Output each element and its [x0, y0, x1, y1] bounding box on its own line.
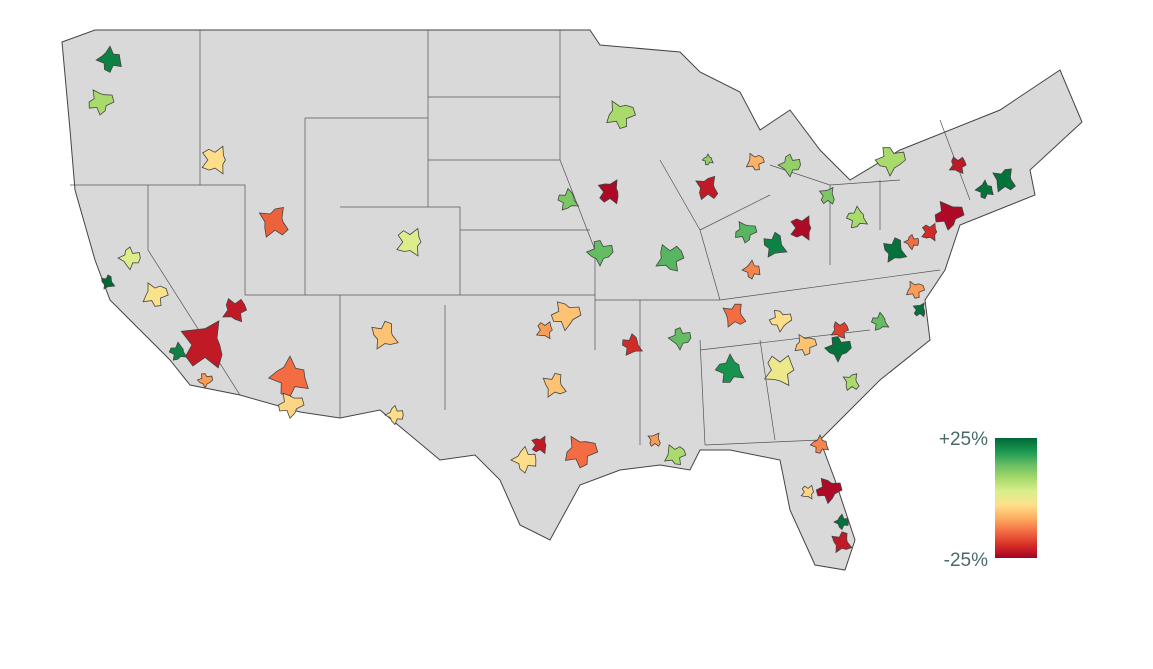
metro-area	[384, 404, 404, 426]
legend-colorbar	[995, 438, 1037, 558]
metro-area	[809, 434, 830, 454]
metro-area	[550, 301, 582, 332]
metro-area	[722, 303, 747, 328]
metro-area	[823, 336, 852, 363]
metro-area	[201, 145, 226, 175]
metro-area	[800, 484, 815, 500]
metro-area	[531, 435, 547, 455]
metro-area	[777, 153, 801, 178]
metro-area	[647, 432, 661, 447]
metro-area	[396, 227, 422, 257]
metro-area	[871, 311, 890, 331]
metro-area	[790, 215, 812, 241]
metro-area	[912, 302, 926, 318]
metro-area	[622, 333, 644, 356]
metro-area	[845, 205, 869, 229]
metro-area	[763, 354, 795, 387]
metro-area	[818, 186, 835, 205]
legend-tick-label: -25%	[944, 550, 988, 571]
metro-area	[180, 320, 223, 369]
metro-area	[88, 89, 115, 116]
metro-area	[667, 327, 692, 351]
metro-area	[768, 309, 793, 333]
metro-area	[95, 45, 122, 73]
metro-area	[597, 179, 619, 205]
metro-area	[557, 187, 580, 211]
metro-area	[196, 373, 214, 389]
metro-area	[565, 435, 599, 469]
metro-area	[606, 100, 636, 129]
metro-area	[267, 355, 309, 398]
metro-area	[735, 220, 758, 244]
metro-area	[542, 373, 567, 398]
metro-area	[117, 246, 141, 271]
metro-area	[714, 353, 745, 383]
metro-area	[992, 168, 1016, 193]
metro-area	[168, 341, 188, 361]
metro-area	[701, 153, 714, 166]
metro-area	[833, 513, 849, 531]
country-outline	[61, 29, 1083, 571]
metro-area	[655, 243, 685, 272]
metro-area	[883, 237, 908, 263]
metro-area	[510, 445, 537, 474]
metro-area	[974, 179, 994, 200]
metro-area	[905, 280, 926, 299]
metro-area	[101, 274, 116, 290]
metro-area	[585, 239, 614, 267]
metro-area	[142, 282, 169, 307]
metro-area	[741, 259, 761, 280]
metro-area	[903, 233, 920, 251]
metro-area	[934, 200, 965, 231]
metro-area	[921, 222, 938, 242]
metro-area	[663, 444, 687, 465]
metro-area	[794, 333, 818, 356]
metro-area	[745, 152, 765, 171]
metro-area	[695, 175, 719, 201]
metro-area	[535, 321, 553, 340]
metro-area	[831, 531, 853, 554]
metro-area	[815, 477, 843, 505]
metro-area	[842, 373, 860, 392]
legend-tick-label: +25%	[939, 429, 988, 450]
metro-area	[258, 207, 289, 238]
metro-area	[948, 156, 967, 175]
metro-area	[874, 147, 906, 177]
metro-area	[830, 321, 850, 339]
metro-area	[222, 298, 248, 323]
metro-area	[278, 392, 305, 420]
metro-area	[371, 320, 399, 350]
metro-area	[763, 231, 788, 258]
